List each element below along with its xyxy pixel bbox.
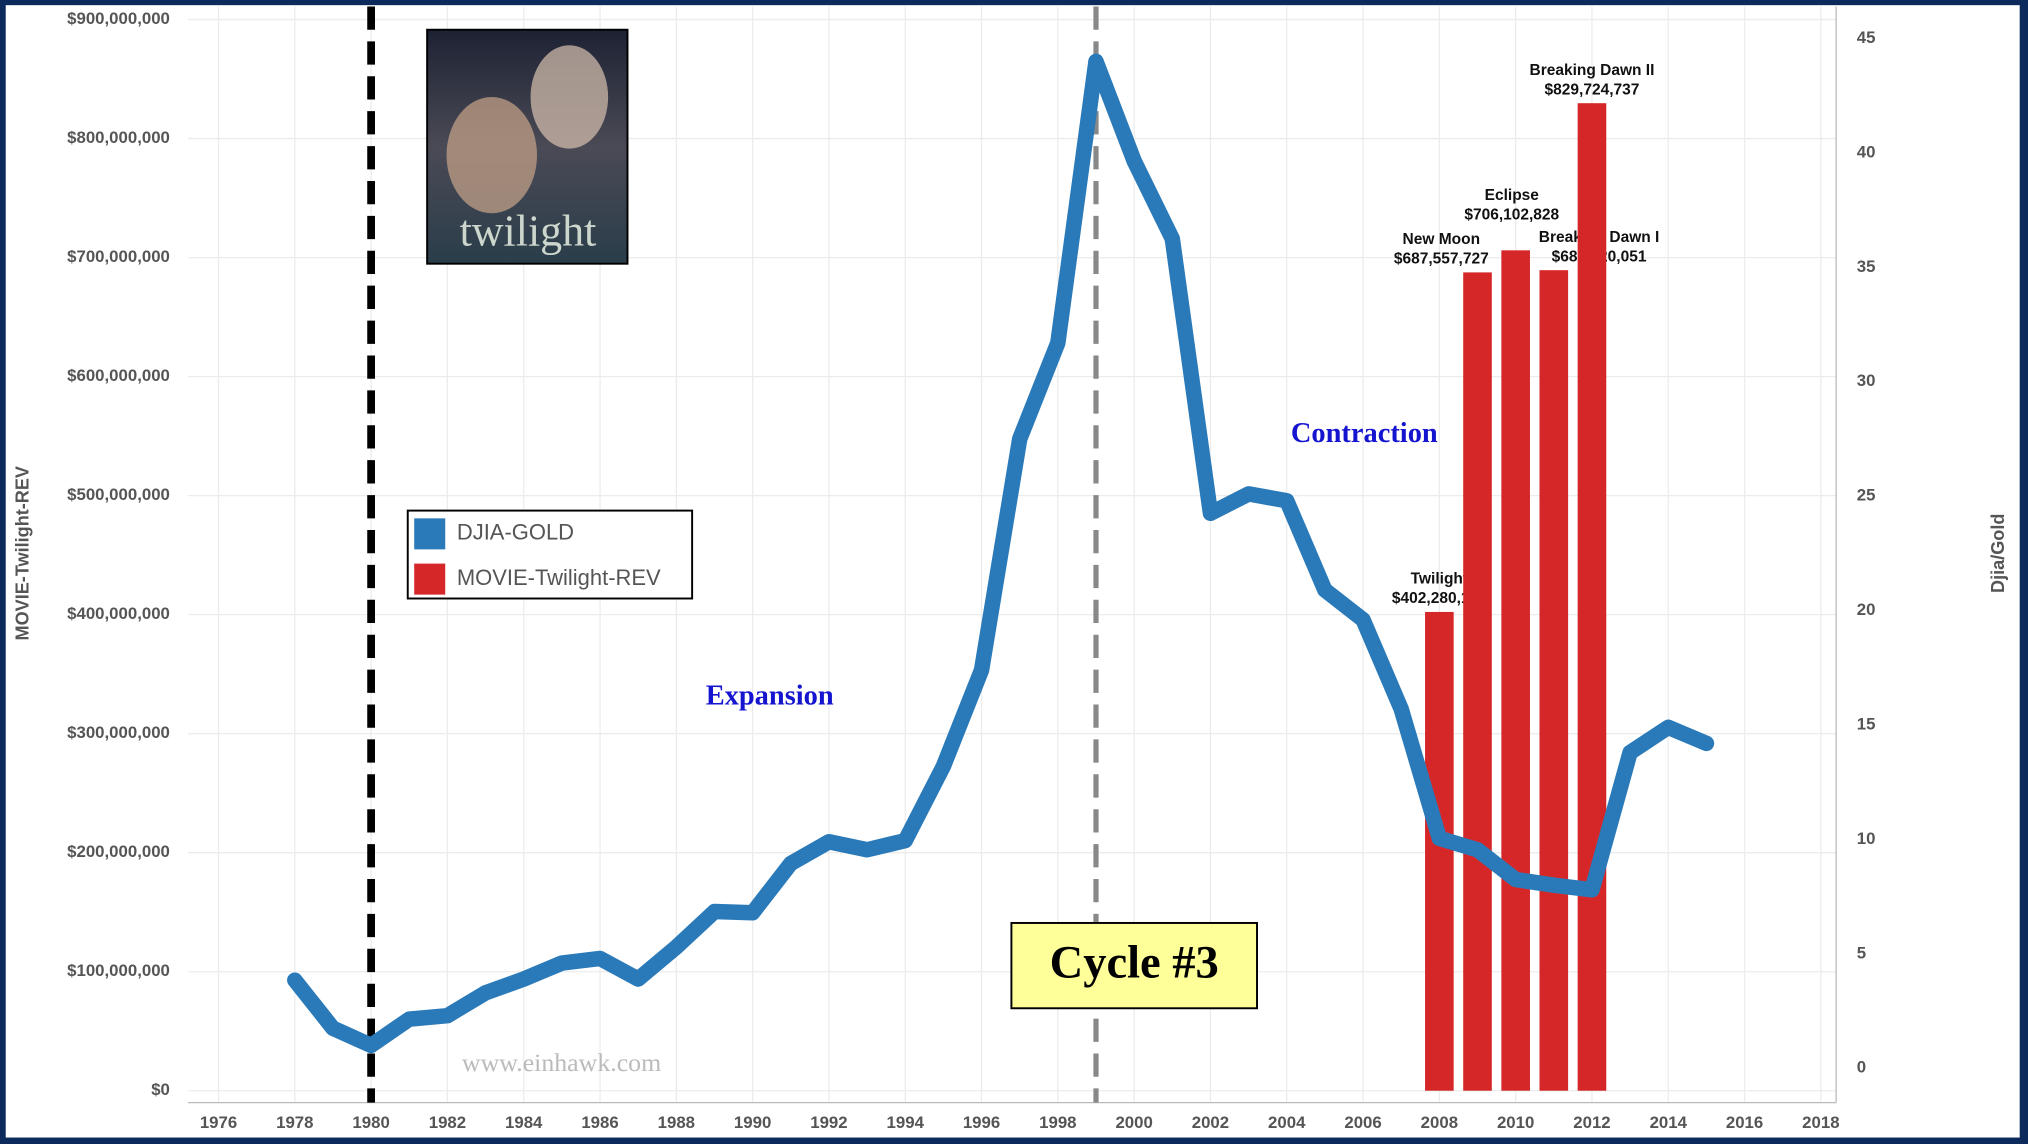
y2-tick-label: 25 — [1857, 486, 1876, 505]
x-tick-label: 2006 — [1344, 1113, 1381, 1132]
x-tick-label: 1984 — [505, 1113, 543, 1132]
x-tick-label: 1994 — [887, 1113, 925, 1132]
bar-name-label: Breaking Dawn II — [1530, 62, 1655, 79]
x-tick-label: 1990 — [734, 1113, 771, 1132]
bar-value-label: $687,557,727 — [1394, 251, 1489, 268]
x-tick-label: 2004 — [1268, 1113, 1306, 1132]
x-tick-label: 2010 — [1497, 1113, 1534, 1132]
y2-tick-label: 30 — [1857, 371, 1876, 390]
bar — [1578, 103, 1607, 1091]
y2-tick-label: 0 — [1857, 1058, 1866, 1077]
legend-swatch — [414, 564, 445, 595]
y-tick-label: $400,000,000 — [67, 604, 170, 623]
poster-face — [447, 97, 537, 213]
bar — [1501, 250, 1530, 1090]
bar — [1540, 270, 1569, 1091]
x-tick-label: 1996 — [963, 1113, 1000, 1132]
poster-face — [531, 45, 609, 148]
legend-label: MOVIE-Twilight-REV — [457, 565, 661, 590]
poster-title: twilight — [460, 206, 597, 255]
x-tick-label: 2000 — [1115, 1113, 1152, 1132]
legend: DJIA-GOLD MOVIE-Twilight-REV — [408, 511, 692, 599]
y-tick-label: $600,000,000 — [67, 366, 170, 385]
y-tick-label: $900,000,000 — [67, 9, 170, 28]
x-tick-label: 2002 — [1192, 1113, 1229, 1132]
x-tick-label: 1978 — [276, 1113, 313, 1132]
y2-tick-label: 5 — [1857, 943, 1866, 962]
y-tick-label: $300,000,000 — [67, 723, 170, 742]
x-tick-label: 1992 — [810, 1113, 847, 1132]
y-tick-label: $0 — [151, 1080, 170, 1099]
annotation: Expansion — [706, 681, 834, 712]
x-tick-label: 1998 — [1039, 1113, 1076, 1132]
annotation: www.einhawk.com — [462, 1048, 661, 1077]
y-tick-label: $700,000,000 — [67, 247, 170, 266]
x-tick-label: 2008 — [1421, 1113, 1458, 1132]
y-tick-label: $200,000,000 — [67, 842, 170, 861]
y2-tick-label: 45 — [1857, 28, 1876, 47]
y-tick-label: $500,000,000 — [67, 485, 170, 504]
bar — [1425, 612, 1454, 1091]
poster: twilight — [427, 30, 627, 264]
chart: MOVIE-Twilight-REV Djia/Gold 1976 1978 198… — [0, 0, 2028, 1144]
x-tick-label: 2014 — [1650, 1113, 1688, 1132]
x-tick-label: 1982 — [429, 1113, 466, 1132]
y2-tick-label: 40 — [1857, 142, 1876, 161]
x-tick-label: 1986 — [581, 1113, 618, 1132]
bar-value-label: $706,102,828 — [1464, 207, 1559, 224]
y2-tick-label: 15 — [1857, 714, 1876, 733]
bar-value-label: $829,724,737 — [1545, 81, 1640, 98]
y2-axis-label: Djia/Gold — [1988, 514, 2008, 593]
y-tick-label: $100,000,000 — [67, 961, 170, 980]
x-tick-label: 1976 — [200, 1113, 237, 1132]
legend-label: DJIA-GOLD — [457, 520, 574, 545]
legend-swatch — [414, 518, 445, 549]
x-tick-label: 2016 — [1726, 1113, 1763, 1132]
x-tick-label: 2018 — [1802, 1113, 1839, 1132]
y2-tick-label: 35 — [1857, 257, 1876, 276]
bar-name-label: Twilight — [1411, 571, 1468, 588]
y2-tick-label: 20 — [1857, 600, 1876, 619]
y-axis-label: MOVIE-Twilight-REV — [13, 466, 33, 640]
bar-name-label: Eclipse — [1485, 187, 1540, 204]
bar-name-label: New Moon — [1403, 231, 1481, 248]
x-tick-label: 1980 — [352, 1113, 389, 1132]
page: {"chart_data":{ "type":"bar-line", "y_la… — [0, 0, 2028, 1144]
y2-tick-label: 10 — [1857, 829, 1876, 848]
bar — [1463, 272, 1492, 1090]
annotation: Contraction — [1291, 418, 1438, 449]
x-tick-label: 1988 — [658, 1113, 695, 1132]
annotation: Cycle #3 — [1050, 938, 1219, 989]
x-tick-label: 2012 — [1573, 1113, 1610, 1132]
y-tick-label: $800,000,000 — [67, 128, 170, 147]
